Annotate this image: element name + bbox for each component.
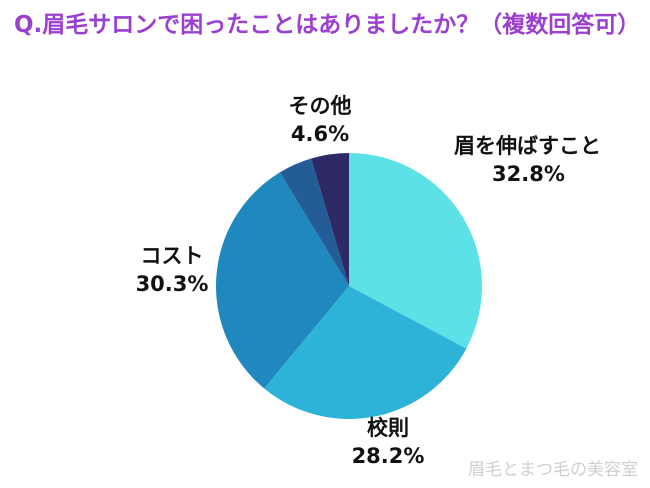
pie-slice-2 — [215, 172, 349, 389]
slice-label-cost: コスト 30.3% — [112, 242, 232, 298]
slice-label-eyebrow-growing: 眉を伸ばすこと 32.8% — [454, 132, 650, 188]
slice-2-name: コスト — [140, 244, 204, 268]
watermark: 眉毛とまつ毛の美容室 — [468, 460, 638, 480]
pie-slice-0 — [349, 153, 483, 349]
slice-0-name: 眉を伸ばすこと — [454, 134, 601, 158]
slice-2-value: 30.3% — [135, 272, 209, 296]
pie-slice-3 — [279, 158, 349, 286]
slice-label-school-rules: 校則 28.2% — [328, 414, 448, 470]
slice-1-value: 28.2% — [351, 444, 425, 468]
slice-1-name: 校則 — [367, 416, 409, 440]
chart-title: Q.眉毛サロンで困ったことはありましたか？（複数回答可） — [14, 12, 641, 38]
slice-4-value: 4.6% — [290, 122, 350, 146]
slice-label-other: その他 4.6% — [260, 92, 380, 148]
pie-slice-1 — [264, 286, 467, 420]
slice-4-name: その他 — [288, 94, 352, 118]
pie-slice-4 — [311, 153, 349, 286]
slice-0-value: 32.8% — [492, 162, 565, 186]
